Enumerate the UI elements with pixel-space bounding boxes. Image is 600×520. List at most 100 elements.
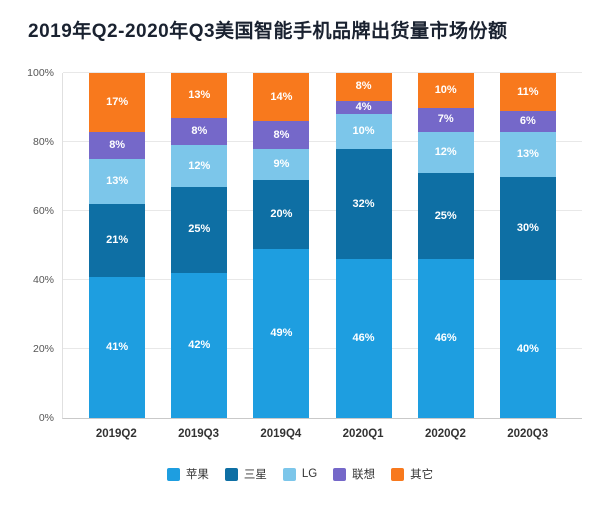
legend-swatch — [224, 467, 238, 481]
x-axis-label: 2020Q3 — [507, 428, 549, 440]
legend-item: LG — [282, 467, 318, 481]
y-tick-label: 20% — [32, 343, 54, 355]
bar-column-2020Q1: 46% 32% 10% 4% 8% — [335, 73, 392, 418]
x-axis-label: 2020Q1 — [342, 428, 384, 440]
legend-label: LG — [301, 468, 318, 480]
gridline — [63, 279, 582, 280]
bar-segment: 17% — [89, 73, 146, 132]
bar-segment: 12% — [417, 131, 474, 174]
y-tick-label: 100% — [27, 67, 54, 79]
legend-swatch — [333, 467, 347, 481]
bar-segment: 8% — [253, 121, 310, 149]
legend-label: 苹果 — [185, 469, 209, 481]
x-axis-label: 2019Q4 — [260, 428, 302, 440]
bar-segment: 46% — [335, 259, 392, 418]
segment-value-label: 13% — [188, 88, 211, 101]
y-tick-label: 60% — [32, 205, 54, 217]
segment-value-label: 7% — [437, 113, 454, 126]
bar-segment: 30% — [499, 176, 556, 280]
segment-value-label: 17% — [106, 95, 129, 108]
plot-wrap: 41% 21% 13% 8% 17% 42% 25% 12% 8% 13% 49% 20% 9% 8% 14… — [62, 72, 582, 440]
bar-segment: 13% — [499, 131, 556, 177]
legend-swatch — [282, 467, 296, 481]
segment-value-label: 12% — [434, 145, 457, 158]
bar-column-2019Q4: 49% 20% 9% 8% 14% — [253, 73, 310, 418]
segment-value-label: 9% — [273, 157, 290, 170]
bar-segment: 4% — [335, 100, 392, 115]
segment-value-label: 25% — [434, 209, 457, 222]
legend-item: 三星 — [224, 466, 267, 482]
segment-value-label: 46% — [434, 332, 457, 345]
segment-value-label: 49% — [270, 326, 293, 339]
bar-segment: 49% — [253, 248, 310, 418]
plot-area: 41% 21% 13% 8% 17% 42% 25% 12% 8% 13% 49% 20% 9% 8% 14… — [62, 72, 582, 419]
x-axis-label: 2020Q2 — [424, 428, 466, 440]
segment-value-label: 10% — [434, 83, 457, 96]
stacked-bar-chart: 0% 20% 40% 60% 80% 100% 41% 21% 13% 8% 17% 42% 25% 1… — [16, 67, 582, 440]
segment-value-label: 8% — [355, 80, 372, 93]
legend-label: 联想 — [352, 469, 376, 481]
bar-segment: 12% — [171, 145, 228, 187]
segment-value-label: 10% — [352, 125, 375, 138]
segment-value-label: 14% — [270, 90, 293, 103]
x-axis-label: 2019Q2 — [95, 428, 137, 440]
y-tick-label: 40% — [32, 274, 54, 286]
segment-value-label: 13% — [516, 147, 539, 160]
bar-segment: 25% — [171, 186, 228, 274]
segment-value-label: 30% — [516, 221, 539, 234]
bar-segment: 21% — [89, 204, 146, 277]
legend-item: 苹果 — [166, 466, 209, 482]
legend-label: 其它 — [410, 469, 434, 481]
segment-value-label: 8% — [109, 138, 126, 151]
gridline — [63, 141, 582, 142]
segment-value-label: 12% — [188, 159, 211, 172]
bar-segment: 11% — [499, 73, 556, 111]
bar-column-2020Q2: 46% 25% 12% 7% 10% — [417, 73, 474, 418]
segment-value-label: 25% — [188, 223, 211, 236]
y-tick-label: 0% — [38, 412, 54, 424]
segment-value-label: 21% — [106, 233, 129, 246]
bar-segment: 25% — [417, 173, 474, 260]
bar-segment: 13% — [171, 73, 228, 118]
x-axis-label: 2019Q3 — [178, 428, 220, 440]
chart-title: 2019年Q2-2020年Q3美国智能手机品牌出货量市场份额 — [28, 21, 508, 42]
segment-value-label: 42% — [188, 339, 211, 352]
bars-row: 41% 21% 13% 8% 17% 42% 25% 12% 8% 13% 49% 20% 9% 8% 14… — [63, 73, 582, 418]
legend-label: 三星 — [243, 469, 267, 481]
bar-segment: 9% — [253, 148, 310, 180]
gridline — [63, 348, 582, 349]
bar-segment: 32% — [335, 148, 392, 260]
segment-value-label: 41% — [106, 340, 129, 353]
bar-segment: 42% — [171, 273, 228, 418]
bar-segment: 41% — [89, 276, 146, 418]
x-axis-labels: 2019Q2 2019Q3 2019Q4 2020Q1 2020Q2 2020Q3 — [62, 428, 582, 440]
y-tick-label: 80% — [32, 136, 54, 148]
segment-value-label: 11% — [517, 85, 539, 98]
legend: 苹果 三星 LG 联想 其它 — [0, 466, 600, 482]
legend-item: 其它 — [391, 466, 433, 482]
legend-item: 联想 — [333, 466, 375, 482]
bar-segment: 8% — [171, 117, 228, 146]
segment-value-label: 8% — [273, 128, 290, 141]
bar-column-2020Q3: 40% 30% 13% 6% 11% — [499, 73, 556, 418]
bar-segment: 20% — [253, 179, 310, 249]
bar-segment: 8% — [89, 131, 146, 160]
bar-segment: 8% — [335, 73, 392, 101]
segment-value-label: 20% — [270, 207, 293, 220]
bar-column-2019Q2: 41% 21% 13% 8% 17% — [89, 73, 146, 418]
bar-column-2019Q3: 42% 25% 12% 8% 13% — [171, 73, 228, 418]
bar-segment: 13% — [89, 159, 146, 205]
gridline — [63, 210, 582, 211]
bar-segment: 10% — [417, 73, 474, 108]
bar-segment: 7% — [417, 107, 474, 132]
segment-value-label: 46% — [352, 332, 375, 345]
legend-swatch — [391, 467, 405, 481]
segment-value-label: 8% — [191, 125, 208, 138]
legend-swatch — [166, 467, 180, 481]
segment-value-label: 6% — [519, 114, 536, 127]
segment-value-label: 13% — [106, 175, 129, 188]
bar-segment: 10% — [335, 114, 392, 149]
bar-segment: 40% — [499, 280, 556, 418]
bar-segment: 14% — [253, 73, 310, 122]
bar-segment: 46% — [417, 259, 474, 418]
